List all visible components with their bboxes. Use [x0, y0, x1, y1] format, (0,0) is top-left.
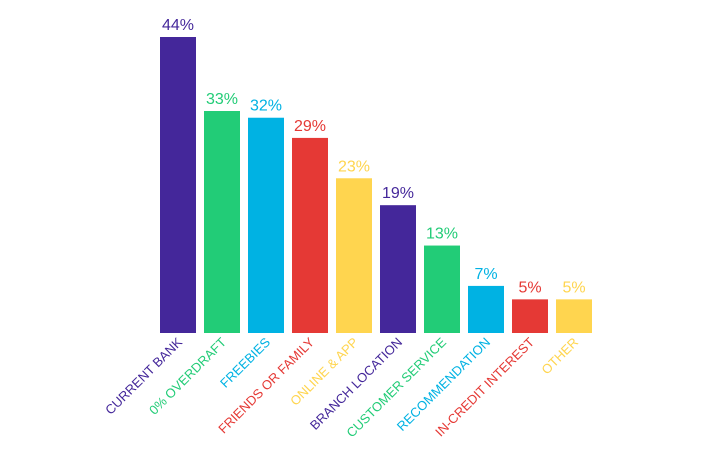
value-label: 5% — [518, 279, 541, 296]
category-label: 0% OVERDRAFT — [146, 334, 229, 417]
value-label: 44% — [162, 17, 194, 34]
bar-online-app — [336, 178, 372, 333]
bar-friends-or-family — [292, 137, 328, 333]
value-label: 33% — [206, 91, 238, 108]
category-label: OTHER — [538, 335, 581, 378]
bar-0-overdraft — [204, 111, 240, 333]
bar-customer-service — [424, 245, 460, 333]
value-label: 32% — [250, 98, 282, 115]
bar-freebies — [248, 117, 284, 334]
bar-other — [556, 299, 592, 333]
bar-branch-location — [380, 205, 416, 333]
value-label: 7% — [474, 266, 497, 283]
bar-current-bank — [160, 37, 196, 333]
bar-in-credit-interest — [512, 299, 548, 333]
value-label: 19% — [382, 185, 414, 202]
value-label: 29% — [294, 118, 326, 135]
value-label: 5% — [562, 279, 585, 296]
category-label: CURRENT BANK — [102, 334, 185, 417]
value-label: 23% — [338, 158, 370, 175]
bar-recommendation — [468, 285, 504, 333]
value-label: 13% — [426, 226, 458, 243]
